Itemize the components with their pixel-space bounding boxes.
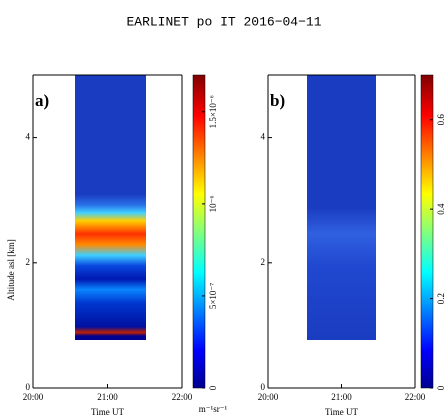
y-tick-label: 2 [26, 257, 31, 267]
y-tick-label: 4 [26, 132, 31, 142]
figure-title: EARLINET po IT 2016−04−11 [126, 14, 321, 29]
colorbar-tick-label: 0 [208, 385, 218, 390]
y-tick-label: 0 [261, 382, 266, 392]
y-tick-label: 4 [261, 132, 266, 142]
heatmap-image [75, 75, 146, 340]
colorbar-tick-label: 0 [436, 385, 446, 390]
x-tick-label: 22:00 [405, 392, 426, 402]
y-tick-label: 0 [26, 382, 31, 392]
colorbar [192, 74, 206, 389]
colorbar [420, 74, 434, 389]
x-tick-label: 21:00 [331, 392, 352, 402]
x-tick-label: 20:00 [23, 392, 44, 402]
panel-label: a) [35, 91, 49, 110]
colorbar-label: m⁻¹sr⁻¹ [199, 404, 228, 414]
panel-label: b) [270, 91, 285, 110]
colorbar-tick-label: 0.2 [436, 293, 446, 304]
colorbar-tick-label: 10⁻⁶ [208, 195, 218, 212]
heatmap-image [307, 75, 376, 340]
colorbar-tick-label: 1.5×10⁻⁶ [208, 95, 218, 128]
x-tick-label: 22:00 [172, 392, 193, 402]
colorbar-tick-label: 5×10⁻⁷ [208, 283, 218, 309]
colorbar-tick-label: 0.6 [436, 114, 446, 126]
colorbar-tick-label: 0.4 [436, 203, 446, 215]
x-tick-label: 20:00 [258, 392, 279, 402]
y-axis-label: Altitude asl [km] [6, 239, 16, 301]
y-tick-label: 2 [261, 257, 266, 267]
x-tick-label: 21:00 [97, 392, 118, 402]
x-axis-label: Time UT [325, 407, 358, 417]
x-axis-label: Time UT [91, 407, 124, 417]
